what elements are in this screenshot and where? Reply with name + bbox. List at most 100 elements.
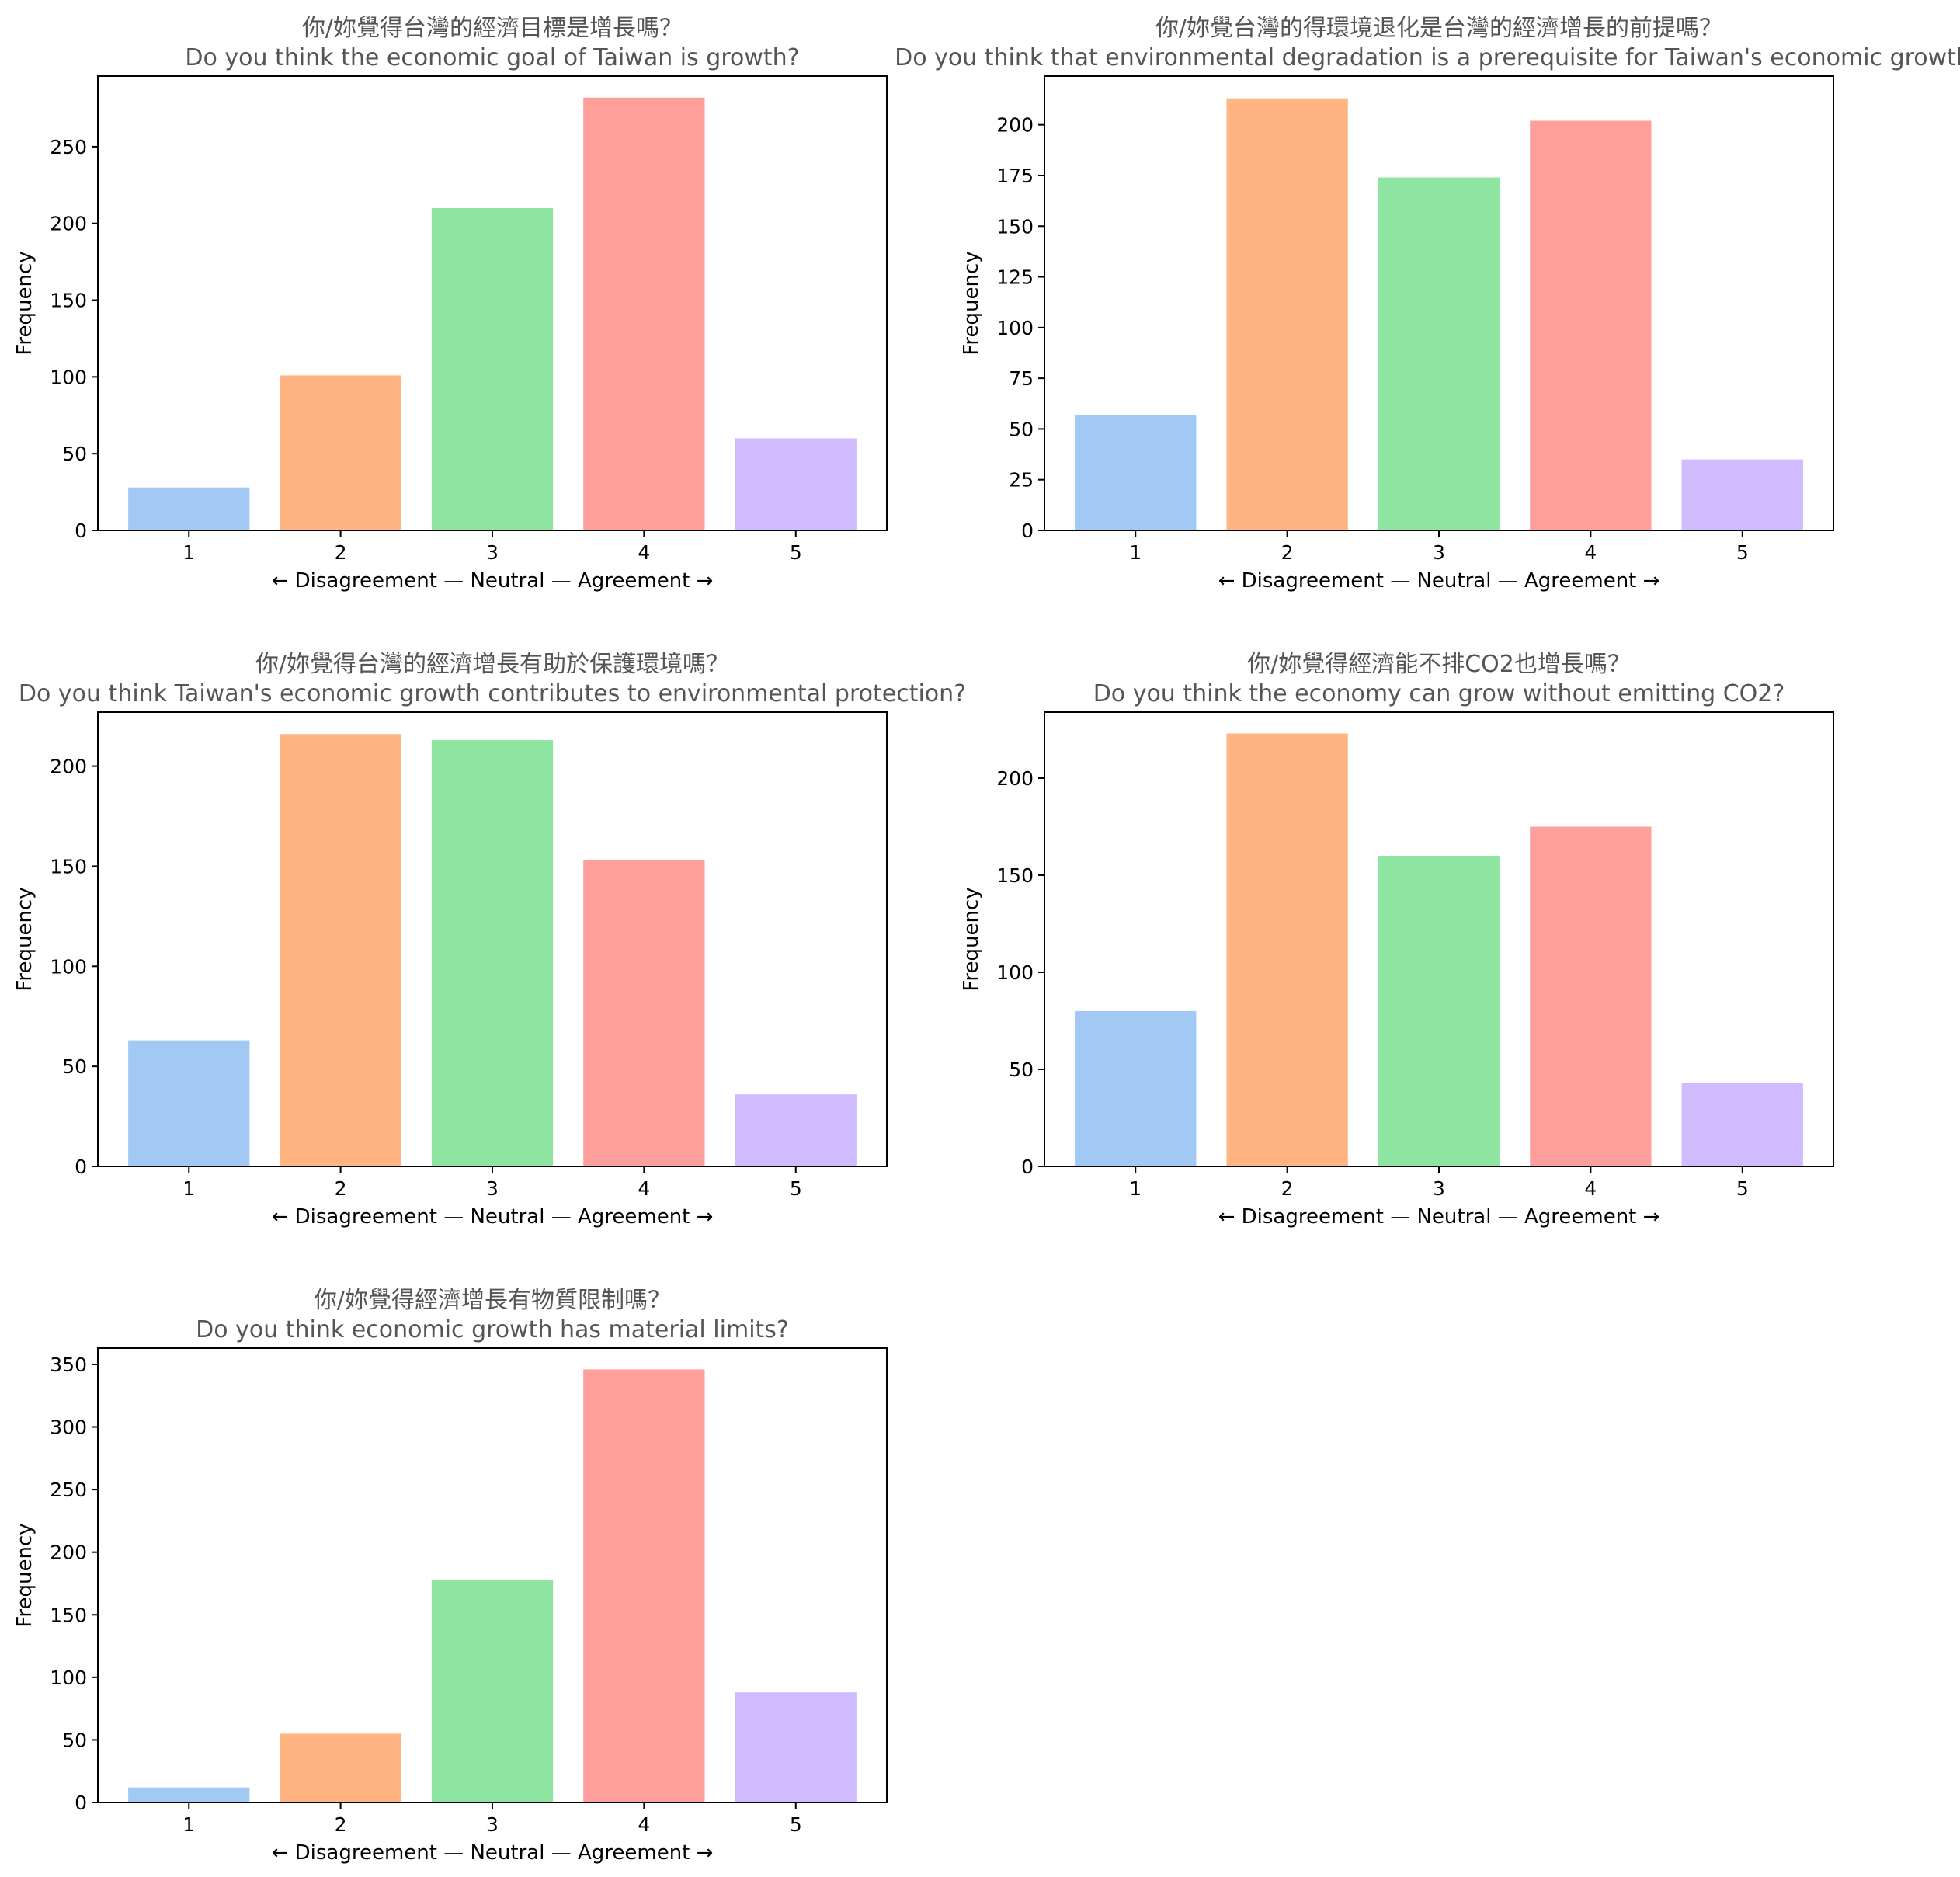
chart-2-xtick-label: 3	[1433, 541, 1445, 564]
chart-3-ytick-label: 200	[50, 756, 87, 778]
chart-1-bar-3	[431, 208, 554, 530]
chart-5-ytick-label: 150	[50, 1604, 87, 1626]
chart-5-bar-2	[280, 1733, 401, 1802]
chart-1-ytick-label: 0	[75, 520, 87, 542]
chart-3-bar-1	[128, 1040, 250, 1166]
chart-4-bar-4	[1530, 826, 1652, 1166]
chart-2-title: 你/妳覺台灣的得環境退化是台灣的經濟增長的前提嗎？	[1155, 15, 1722, 42]
chart-4-bar-5	[1681, 1083, 1803, 1166]
chart-3-xaxis-label: ← Disagreement — Neutral — Agreement →	[272, 1205, 714, 1229]
chart-4-ytick-label: 0	[1021, 1156, 1034, 1178]
chart-1-bar-2	[280, 375, 401, 530]
chart-4-bar-2	[1226, 733, 1348, 1166]
chart-1-xtick-label: 1	[182, 541, 195, 564]
chart-4-bar-3	[1378, 856, 1500, 1166]
chart-2-bar-1	[1075, 415, 1197, 530]
chart-1-ytick-label: 250	[50, 136, 87, 158]
chart-4-xtick-label: 5	[1736, 1177, 1749, 1200]
chart-5-title: 你/妳覺得經濟增長有物質限制嗎？	[314, 1287, 671, 1314]
chart-1-bar-5	[735, 438, 857, 530]
chart-3-xtick-label: 1	[182, 1177, 195, 1200]
chart-1-xaxis-label: ← Disagreement — Neutral — Agreement →	[272, 569, 714, 593]
chart-1-xtick-label: 5	[790, 541, 802, 564]
chart-1-ytick-label: 200	[50, 213, 87, 235]
chart-4-bar-1	[1075, 1011, 1197, 1166]
chart-5-ytick-label: 0	[75, 1792, 87, 1814]
chart-1-bar-4	[583, 97, 705, 530]
chart-3-bar-3	[431, 740, 554, 1166]
chart-1-ytick-label: 150	[50, 290, 87, 312]
chart-1-yaxis-label: Frequency	[13, 251, 36, 355]
chart-5-bar-5	[735, 1692, 857, 1802]
chart-5-ytick-label: 250	[50, 1479, 87, 1501]
chart-5-subtitle: Do you think economic growth has materia…	[196, 1316, 789, 1343]
chart-3-subtitle: Do you think Taiwan's economic growth co…	[19, 680, 966, 707]
chart-5-ytick-label: 100	[50, 1667, 87, 1689]
chart-1-xtick-label: 3	[486, 541, 499, 564]
chart-2-subtitle: Do you think that environmental degradat…	[895, 44, 1960, 71]
chart-2-ytick-label: 150	[996, 215, 1034, 238]
chart-5-ytick-label: 350	[50, 1354, 87, 1376]
chart-2-yaxis-label: Frequency	[960, 251, 983, 355]
chart-1-subtitle: Do you think the economic goal of Taiwan…	[185, 44, 799, 71]
chart-2-ytick-label: 100	[996, 317, 1034, 339]
chart-2-xtick-label: 4	[1584, 541, 1597, 564]
chart-5-xtick-label: 1	[182, 1813, 195, 1836]
chart-3-bar-5	[735, 1094, 857, 1166]
chart-2-ytick-label: 125	[996, 266, 1034, 289]
chart-3-yaxis-label: Frequency	[13, 887, 36, 991]
chart-3-ytick-label: 0	[75, 1156, 87, 1178]
chart-3-bar-4	[583, 860, 705, 1166]
chart-4-xtick-label: 3	[1433, 1177, 1445, 1200]
chart-5-xtick-label: 2	[335, 1813, 347, 1836]
chart-4-xtick-label: 2	[1281, 1177, 1294, 1200]
chart-5-xtick-label: 3	[486, 1813, 499, 1836]
chart-3-ytick-label: 50	[62, 1055, 87, 1078]
chart-5-bar-1	[128, 1787, 250, 1802]
chart-4-ytick-label: 100	[996, 961, 1034, 984]
chart-5-bar-4	[583, 1369, 705, 1802]
chart-4-xtick-label: 1	[1129, 1177, 1142, 1200]
chart-3-xtick-label: 5	[790, 1177, 802, 1200]
chart-2-ytick-label: 200	[996, 114, 1034, 137]
chart-5-ytick-label: 50	[62, 1729, 87, 1751]
chart-5-xtick-label: 4	[638, 1813, 650, 1836]
chart-4-xaxis-label: ← Disagreement — Neutral — Agreement →	[1218, 1205, 1660, 1229]
chart-5-xtick-label: 5	[790, 1813, 802, 1836]
chart-2-bar-3	[1378, 177, 1500, 530]
chart-1-title: 你/妳覺得台灣的經濟目標是增長嗎？	[302, 15, 683, 42]
chart-4-ytick-label: 200	[996, 767, 1034, 790]
chart-3-ytick-label: 100	[50, 955, 87, 978]
chart-2-xtick-label: 2	[1281, 541, 1294, 564]
chart-5-ytick-label: 200	[50, 1542, 87, 1564]
chart-2-xaxis-label: ← Disagreement — Neutral — Agreement →	[1218, 569, 1660, 593]
chart-5-xaxis-label: ← Disagreement — Neutral — Agreement →	[272, 1841, 714, 1865]
chart-2-ytick-label: 175	[996, 165, 1034, 187]
chart-3-xtick-label: 2	[335, 1177, 347, 1200]
chart-3-ytick-label: 150	[50, 855, 87, 878]
chart-2-ytick-label: 25	[1009, 469, 1034, 492]
chart-2-xtick-label: 1	[1129, 541, 1142, 564]
chart-4-subtitle: Do you think the economy can grow withou…	[1093, 680, 1785, 707]
chart-4-xtick-label: 4	[1584, 1177, 1597, 1200]
chart-1-bar-1	[128, 487, 250, 530]
chart-4-yaxis-label: Frequency	[960, 887, 983, 991]
chart-2-ytick-label: 50	[1009, 418, 1034, 440]
chart-2-bar-5	[1681, 459, 1803, 530]
chart-1-ytick-label: 50	[62, 443, 87, 465]
chart-2-ytick-label: 75	[1009, 367, 1034, 390]
chart-2-ytick-label: 0	[1021, 520, 1034, 542]
chart-3-xtick-label: 3	[486, 1177, 499, 1200]
chart-4-ytick-label: 150	[996, 864, 1034, 887]
chart-4-ytick-label: 50	[1009, 1058, 1034, 1081]
chart-3-bar-2	[280, 734, 401, 1166]
chart-2-bar-4	[1530, 120, 1652, 530]
chart-3-xtick-label: 4	[638, 1177, 650, 1200]
chart-5-ytick-label: 300	[50, 1416, 87, 1439]
chart-2-bar-2	[1226, 98, 1348, 530]
chart-1-xtick-label: 4	[638, 541, 650, 564]
chart-3-title: 你/妳覺得台灣的經濟增長有助於保護環境嗎？	[255, 651, 729, 678]
chart-4-title: 你/妳覺得經濟能不排CO2也增長嗎？	[1247, 651, 1631, 678]
chart-1-ytick-label: 100	[50, 366, 87, 388]
